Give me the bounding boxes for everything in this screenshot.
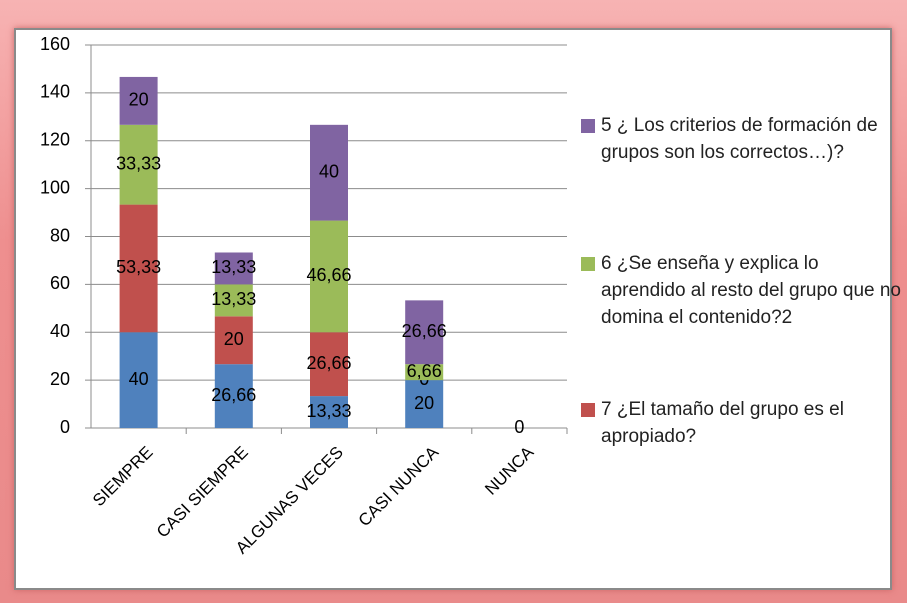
data-label: 20: [414, 393, 434, 413]
data-label: 53,33: [116, 257, 161, 277]
chart-area: [14, 28, 892, 590]
x-tick-label: CASI NUNCA: [355, 442, 443, 530]
bar-segment: [310, 124, 348, 221]
x-tick-label: SIEMPRE: [89, 443, 157, 511]
y-tick-label: 160: [40, 34, 70, 54]
data-label: 13,33: [211, 257, 256, 277]
bar-segment: [405, 364, 444, 381]
data-label: 6,66: [407, 361, 442, 381]
y-tick-label: 40: [50, 321, 70, 341]
bar-segment: [119, 204, 158, 333]
data-label: 20: [129, 90, 149, 110]
data-label: 13,33: [211, 289, 256, 309]
bar-segment: [405, 300, 444, 365]
bar-segment: [310, 332, 348, 397]
bar-segment: [214, 252, 253, 285]
legend-label: 6 ¿Se enseña y explica lo aprendido al r…: [601, 253, 902, 328]
data-label: 40: [319, 161, 339, 181]
data-label: 20: [224, 329, 244, 349]
data-label: 0: [514, 417, 524, 437]
y-tick-label: 140: [40, 82, 70, 102]
x-tick-label: NUNCA: [481, 442, 538, 499]
legend-label: 5 ¿ Los criterios de formación de grupos…: [601, 115, 878, 163]
legend-item: 5 ¿ Los criterios de formación de grupos…: [581, 112, 901, 166]
data-label: 33,33: [116, 153, 161, 173]
bar-segment: [119, 124, 158, 205]
data-label: 13,33: [306, 401, 351, 421]
data-label: 26,66: [402, 321, 447, 341]
y-tick-label: 100: [40, 177, 70, 197]
bar-segment: [119, 332, 158, 428]
data-label: 26,66: [306, 353, 351, 373]
bar-segment: [214, 316, 253, 365]
y-tick-label: 20: [50, 369, 70, 389]
legend-swatch: [581, 403, 595, 417]
bar-segment: [405, 380, 444, 428]
data-label: 46,66: [306, 265, 351, 285]
legend-item: 7 ¿El tamaño del grupo es el apropiado?: [581, 396, 901, 450]
x-tick-label: ALGUNAS VECES: [232, 443, 347, 558]
y-tick-label: 0: [60, 417, 70, 437]
bar-segment: [119, 76, 158, 125]
bar-segment: [310, 396, 348, 428]
legend-swatch: [581, 119, 595, 133]
legend-swatch: [581, 257, 595, 271]
legend-item: 6 ¿Se enseña y explica lo aprendido al r…: [581, 250, 901, 331]
y-tick-label: 60: [50, 273, 70, 293]
bar-segment: [214, 284, 253, 317]
y-tick-label: 120: [40, 130, 70, 150]
x-tick-label: CASI SIEMPRE: [153, 443, 252, 542]
data-label: 26,66: [211, 385, 256, 405]
legend-label: 7 ¿El tamaño del grupo es el apropiado?: [601, 399, 844, 447]
data-label: 40: [129, 369, 149, 389]
bar-segment: [310, 220, 348, 333]
y-tick-label: 80: [50, 225, 70, 245]
bar-segment: [214, 364, 253, 428]
